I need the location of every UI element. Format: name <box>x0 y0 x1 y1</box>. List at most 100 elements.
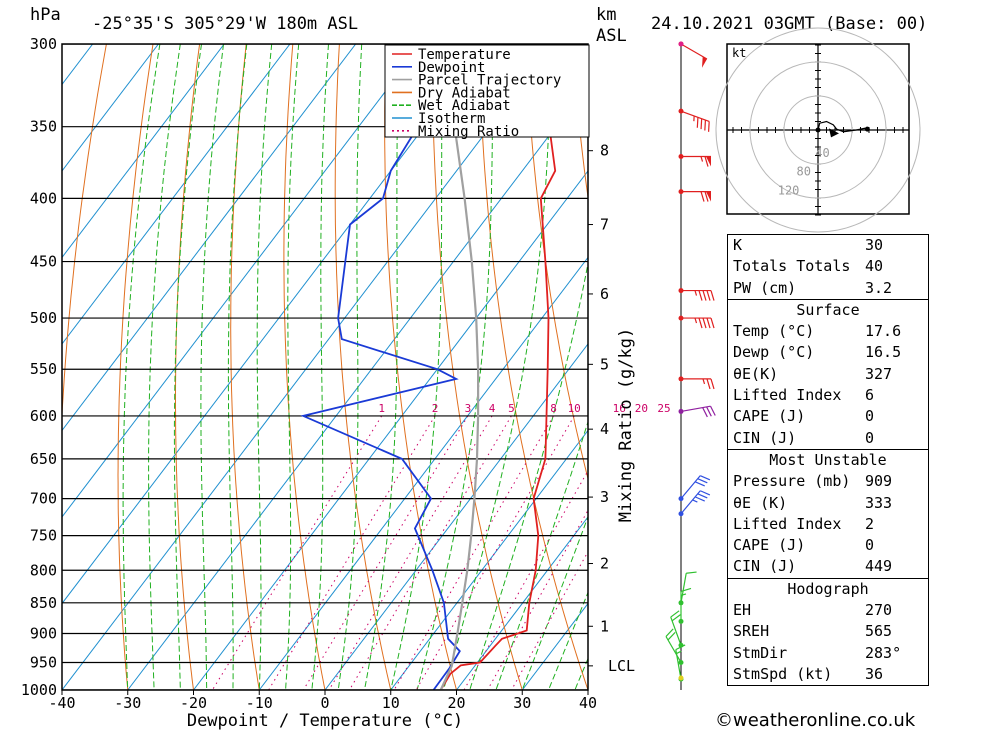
mixing-ratio-label: 20 <box>635 402 648 415</box>
wind-barb-half-flag <box>694 290 698 296</box>
mixing-ratio-label: 4 <box>489 402 496 415</box>
x-tick-label: 0 <box>320 694 329 712</box>
wind-barb-flag <box>698 290 703 301</box>
km-tick-label: 6 <box>600 285 609 303</box>
wind-barb-staff <box>680 405 711 413</box>
x-tick-label: -40 <box>48 694 75 712</box>
wind-barb-flag <box>704 156 709 167</box>
km-tick-label: 3 <box>600 488 609 506</box>
wind-barb-flag <box>700 490 711 496</box>
surface-theta-e: θE(K) 327 <box>733 364 893 383</box>
series-temperature <box>439 44 557 690</box>
dry-adiabat-line <box>945 44 1000 690</box>
km-tick-label: 7 <box>600 216 609 234</box>
wind-barb <box>678 189 711 202</box>
wind-barb-flag <box>667 631 676 641</box>
mixing-ratio-label: 10 <box>568 402 581 415</box>
isotherm-line <box>258 256 588 690</box>
wind-barb-staff <box>670 616 682 646</box>
isotherm-line <box>62 44 225 259</box>
series-parcel-trajectory <box>439 44 480 690</box>
wind-barb-flag <box>704 191 709 202</box>
pressure-tick-label: 450 <box>30 253 57 271</box>
wind-barb <box>678 587 692 624</box>
asl-label: ASL <box>596 26 627 46</box>
hodograph-start-dot <box>815 127 821 133</box>
wind-barb-flag <box>675 644 686 651</box>
isotherm-line <box>193 170 588 690</box>
mu-theta-e: θE (K) 333 <box>733 493 893 512</box>
x-tick-label: -10 <box>246 694 273 712</box>
wind-barb-staff <box>680 490 701 515</box>
legend-entry: Temperature <box>418 47 511 63</box>
mixing-ratio-line <box>328 415 493 690</box>
isotherm-line <box>62 44 291 345</box>
wind-barb <box>678 108 710 132</box>
most-unstable-title: Most Unstable <box>728 448 928 471</box>
wind-barb-staff <box>680 43 708 60</box>
surface-dewp: Dewp (°C) 16.5 <box>733 343 902 362</box>
dry-adiabat-line <box>175 44 201 690</box>
wind-barb-flag <box>710 317 715 329</box>
isotherm-line <box>62 44 488 605</box>
km-tick-label: 1 <box>600 617 609 635</box>
x-tick-label: -20 <box>180 694 207 712</box>
storm-motion-arrow <box>829 128 839 138</box>
pressure-tick-label: 300 <box>30 35 57 53</box>
hodo-stmspd: StmSpd (kt) 36 <box>733 664 884 683</box>
pressure-unit: hPa <box>30 5 61 25</box>
surface-lifted-index: Lifted Index 6 <box>733 386 875 405</box>
dry-adiabat-line <box>334 44 392 690</box>
wind-barb-flag <box>706 378 711 390</box>
x-tick-label: -30 <box>114 694 141 712</box>
mixing-ratio-line <box>268 415 436 690</box>
dry-adiabat-line <box>230 44 260 690</box>
legend-entry: Wet Adiabat <box>418 98 511 114</box>
pressure-tick-label: 550 <box>30 360 57 378</box>
legend-entry: Mixing Ratio <box>418 124 519 140</box>
wind-barb <box>678 315 715 329</box>
mu-lifted-index: Lifted Index 2 <box>733 514 875 533</box>
wind-barb <box>678 154 711 167</box>
dry-adiabat-line <box>62 44 107 690</box>
wind-barb-flag <box>700 191 705 202</box>
hodograph-trace <box>817 120 868 133</box>
km-tick-label: 4 <box>600 420 609 438</box>
hodograph-ring-label: 120 <box>778 183 800 197</box>
location-title: -25°35'S 305°29'W 180m ASL <box>92 14 358 34</box>
wind-barb-flag <box>710 405 716 416</box>
wind-barb-staff <box>680 573 687 603</box>
wind-barb-flag <box>710 378 715 390</box>
hodograph-ring <box>749 61 887 199</box>
wet-adiabat-line <box>311 44 329 690</box>
wind-barb-staff <box>665 636 682 663</box>
wet-adiabat-line <box>442 44 552 690</box>
series-dewpoint <box>300 44 461 690</box>
pressure-tick-label: 750 <box>30 527 57 545</box>
wind-barb-flag <box>702 290 707 301</box>
hodograph-unit: kt <box>732 46 746 60</box>
pressure-tick-label: 700 <box>30 490 57 508</box>
hodo-sreh: SREH 565 <box>733 622 893 641</box>
legend-entry: Isotherm <box>418 111 485 127</box>
wind-barb <box>678 288 715 301</box>
pressure-tick-label: 600 <box>30 407 57 425</box>
wind-barb-half-flag <box>692 499 698 503</box>
surface-cape: CAPE (J) 0 <box>733 407 875 426</box>
pressure-tick-label: 950 <box>30 653 57 671</box>
wind-barb-flag <box>686 571 697 574</box>
wind-barb-flag <box>680 587 692 592</box>
wind-barb <box>678 490 711 517</box>
wind-barb-flag <box>706 290 711 301</box>
wind-barb-flag <box>665 628 674 637</box>
wind-barb-flag <box>702 317 707 329</box>
mixing-ratio-label: 1 <box>378 402 385 415</box>
mixing-ratio-label: 25 <box>657 402 670 415</box>
mixing-ratio-label: 8 <box>550 402 557 415</box>
index-pw: PW (cm) 3.2 <box>733 278 893 297</box>
x-tick-label: 40 <box>579 694 597 712</box>
wind-barb <box>665 628 684 665</box>
mixing-ratio-line <box>302 415 469 690</box>
wind-barb-flag <box>697 478 708 484</box>
isotherm-line <box>62 44 357 432</box>
